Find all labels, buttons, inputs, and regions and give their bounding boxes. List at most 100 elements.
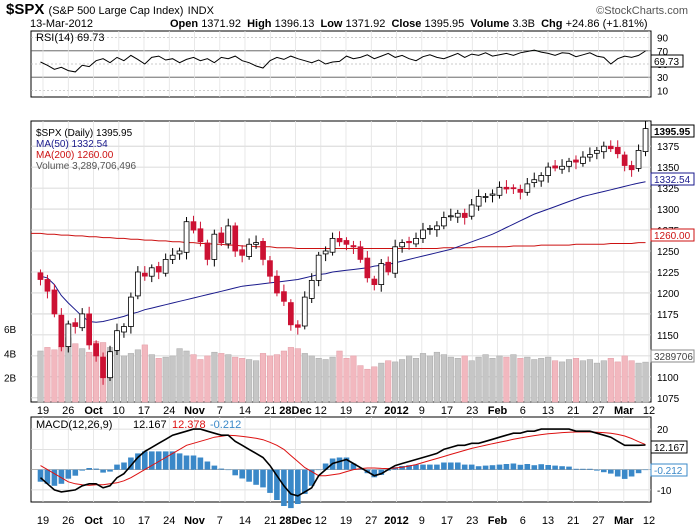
candle-down	[239, 249, 245, 256]
candle-down	[621, 154, 628, 166]
volume-bar	[134, 349, 141, 403]
high-value: 1396.13	[274, 18, 315, 30]
candle-up	[162, 258, 169, 274]
volume-bar	[44, 347, 51, 403]
volume-bar	[621, 355, 628, 403]
candle-up	[420, 229, 426, 239]
high-label: High	[247, 18, 272, 30]
x-tick-label: 17	[138, 515, 150, 527]
volume-bar	[204, 355, 211, 403]
volume-bar	[565, 359, 573, 403]
x-tick-label: 26	[62, 515, 74, 527]
macd-histogram-bar	[162, 451, 169, 470]
macd-histogram-bar	[114, 464, 120, 470]
candle-up	[642, 128, 649, 153]
macd-histogram-bar	[128, 457, 134, 470]
x-tick-label: 17	[441, 405, 453, 417]
exchange-label: INDX	[187, 5, 214, 17]
stockcharts-credit[interactable]: ©StockCharts.com	[596, 5, 688, 17]
candle-down	[267, 260, 273, 277]
volume-bar	[120, 355, 128, 403]
volume-bar	[86, 351, 93, 403]
x-tick-label: 13	[542, 515, 554, 527]
price-legend: $SPX (Daily) 1395.95	[36, 128, 133, 139]
chg-label: Chg	[541, 18, 563, 30]
candle-up	[482, 196, 489, 198]
macd-histogram-bar	[628, 469, 635, 477]
macd-histogram-bar	[232, 469, 238, 476]
close-label: Close	[391, 18, 422, 30]
volume-bar	[433, 351, 440, 403]
macd-histogram-bar	[378, 469, 385, 475]
candle-up	[169, 254, 176, 260]
svg-text:1260.00: 1260.00	[654, 231, 691, 242]
macd-histogram-bar	[86, 468, 92, 470]
candle-up	[148, 267, 155, 277]
macd-histogram-bar	[107, 469, 113, 472]
candle-down	[503, 186, 510, 190]
macd-histogram-bar	[190, 455, 197, 470]
candle-down	[204, 242, 211, 260]
histogram-value-tag: -0.212	[650, 463, 688, 477]
volume-bar	[586, 359, 593, 403]
volume-bar	[183, 350, 190, 403]
x-tick-label: 12	[315, 405, 327, 417]
x-tick-label: 2012	[384, 405, 408, 417]
close-value-tag: 1395.95	[650, 124, 695, 138]
volume-bar	[218, 353, 225, 403]
candle-down	[218, 232, 225, 244]
macd-histogram-bar	[496, 464, 503, 470]
volume-bar	[419, 353, 427, 403]
x-tick-label: 6	[520, 405, 526, 417]
volume-bar	[392, 361, 399, 403]
macd-histogram-bar	[441, 462, 447, 470]
candle-down	[260, 240, 266, 260]
volume-bar	[399, 359, 406, 403]
candle-up	[308, 279, 315, 299]
volume-bar	[294, 348, 301, 403]
candle-up	[128, 296, 134, 327]
macd-histogram-bar	[601, 469, 607, 473]
macd-line	[39, 428, 646, 497]
candle-up	[392, 246, 399, 274]
x-tick-label: 27	[365, 405, 377, 417]
volume-bar	[461, 355, 468, 403]
signal-line	[40, 431, 646, 486]
volume-bar	[197, 359, 204, 403]
volume-bar	[169, 355, 176, 403]
macd-histogram-bar	[142, 451, 148, 470]
candle-up	[134, 271, 141, 297]
macd-histogram-bar	[524, 464, 531, 470]
macd-histogram-bar	[93, 468, 99, 470]
candle-up	[559, 165, 565, 170]
candle-down	[58, 314, 65, 348]
candle-up	[211, 233, 218, 260]
svg-text:1395.95: 1395.95	[654, 127, 691, 138]
candle-up	[538, 175, 545, 182]
candle-down	[141, 272, 148, 277]
price-tick-label: 1225	[657, 268, 680, 279]
x-tick-label: 19	[340, 405, 352, 417]
histogram-legend-value: -0.212	[210, 419, 241, 431]
macd-histogram-bar	[58, 469, 65, 484]
macd-histogram-bar	[239, 469, 245, 479]
candle-up	[566, 160, 572, 167]
x-tick-label: 17	[138, 405, 150, 417]
macd-histogram-bar	[580, 468, 586, 470]
candle-down	[336, 237, 343, 243]
macd-histogram-bar	[448, 462, 454, 470]
x-tick-label: 19	[37, 405, 49, 417]
volume-bar	[635, 362, 642, 403]
price-tick-label: 1375	[657, 142, 680, 153]
macd-histogram-bar	[434, 464, 440, 470]
candle-up	[399, 242, 406, 248]
macd-histogram-bar	[559, 466, 565, 470]
volume-bar	[468, 360, 475, 403]
macd-histogram-bar	[635, 469, 642, 474]
x-tick-label: 19	[340, 515, 352, 527]
volume-bar	[552, 360, 559, 403]
volume-bar	[600, 360, 607, 403]
candle-up	[65, 323, 72, 348]
macd-histogram-bar	[413, 464, 419, 470]
x-tick-label: 9	[419, 515, 425, 527]
